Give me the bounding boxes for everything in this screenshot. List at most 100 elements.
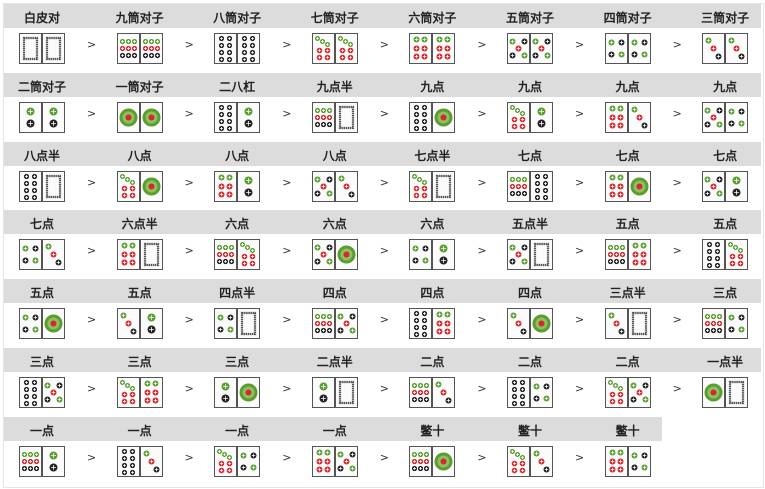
greater-than-arrow: > (282, 313, 292, 327)
hand-cell: 七点半 > (394, 142, 491, 210)
tile-pair (702, 377, 749, 408)
tile-3 (725, 33, 749, 64)
hand-label: 八点 (322, 148, 347, 163)
tile-3 (507, 308, 530, 340)
tile-6 (627, 239, 651, 271)
tile-9 (702, 308, 726, 340)
tile-pair (702, 308, 749, 340)
tile-7 (116, 377, 140, 408)
hand-label: 六点 (420, 217, 445, 232)
tile-pair (19, 101, 65, 133)
tile-white (432, 170, 456, 202)
tile-5 (334, 308, 358, 340)
greater-than-arrow: > (184, 175, 194, 189)
tile-8 (214, 33, 238, 64)
hand-label: 九点半 (316, 79, 353, 94)
hand-label: 九筒对子 (115, 11, 164, 25)
tile-pair (409, 377, 456, 408)
greater-than-arrow: > (184, 313, 194, 327)
tile-5 (627, 377, 651, 408)
hand-cell: 二点 > (492, 348, 589, 416)
tile-8 (19, 170, 42, 202)
tile-pair (409, 33, 456, 64)
white-board-frame (338, 380, 354, 405)
tile-pair (311, 239, 358, 271)
tile-white (237, 308, 261, 340)
hand-cell: 九点 (687, 73, 765, 141)
header-band (4, 348, 761, 372)
tile-9 (507, 170, 530, 202)
hand-label: 二筒对子 (17, 79, 66, 94)
greater-than-arrow: > (282, 175, 292, 189)
hand-label: 一点半 (707, 355, 744, 369)
hand-cell: 一点 > (297, 417, 394, 485)
hand-label: 三点 (225, 355, 250, 369)
hand-cell: 九筒对子 > (102, 4, 199, 72)
tile-8 (116, 445, 140, 477)
hand-cell: 六点 > (394, 210, 491, 278)
tile-7 (237, 239, 261, 271)
hand-cell: 五筒对子 > (492, 4, 589, 72)
tile-white (530, 239, 553, 271)
tile-5 (507, 33, 530, 64)
white-board-frame (45, 174, 62, 198)
hand-label: 五点 (127, 286, 152, 301)
greater-than-arrow: > (87, 38, 97, 51)
tile-7 (334, 33, 358, 64)
hand-label: 八筒对子 (213, 11, 262, 25)
tile-5 (311, 239, 335, 271)
hand-cell: 九点 > (394, 73, 491, 141)
hand-label: 七筒对子 (310, 11, 359, 25)
tile-2 (530, 101, 553, 133)
hand-cell: 七点 > (590, 142, 687, 210)
white-board-frame (436, 174, 452, 198)
hand-cell: 七筒对子 > (297, 4, 394, 72)
pip (710, 389, 717, 396)
tile-white (42, 170, 65, 202)
tile-pair (311, 101, 358, 133)
white-board-frame (338, 105, 354, 129)
hand-cell: 二点 > (590, 348, 687, 416)
header-band (4, 210, 761, 235)
tile-5 (507, 239, 530, 271)
tile-pair (409, 308, 456, 340)
tile-pair (604, 308, 651, 340)
tile-3 (604, 308, 628, 340)
greater-than-arrow: > (184, 382, 194, 395)
hand-label: 二八杠 (219, 79, 256, 94)
tile-7 (116, 170, 140, 202)
hand-cell: 五点 > (590, 210, 687, 278)
white-board-frame (45, 36, 62, 61)
tile-pair (214, 239, 261, 271)
tile-pair (19, 239, 65, 271)
tile-4 (530, 377, 553, 408)
hand-label: 五点 (29, 286, 54, 301)
tile-white (19, 33, 42, 64)
hand-label: 二点 (517, 355, 542, 369)
tile-2 (237, 170, 261, 202)
pip (125, 114, 132, 121)
tile-7 (214, 445, 238, 477)
hand-label: 白皮对 (23, 11, 60, 25)
tile-1 (237, 377, 261, 408)
white-board-frame (631, 312, 647, 336)
hand-cell: 四点半 > (199, 279, 296, 347)
header-band (4, 72, 761, 97)
hand-label: 二点 (615, 355, 640, 369)
tile-pair (409, 170, 456, 202)
hand-label: 七点 (615, 148, 640, 163)
hand-label: 二点 (420, 355, 445, 369)
hand-cell: 七点 > (492, 142, 589, 210)
hand-cell: 一点半 (687, 348, 765, 416)
tile-4 (725, 308, 749, 340)
hand-label: 鳖十 (517, 423, 542, 438)
tile-pair (604, 33, 651, 64)
tile-1 (627, 170, 651, 202)
hand-cell: 九点 > (590, 73, 687, 141)
greater-than-arrow: > (575, 106, 585, 120)
greater-than-arrow: > (575, 244, 585, 258)
tile-8 (19, 377, 42, 408)
greater-than-arrow: > (379, 313, 390, 327)
hand-cell: 四点 > (394, 279, 491, 347)
hand-cell: 一点 > (4, 417, 101, 485)
